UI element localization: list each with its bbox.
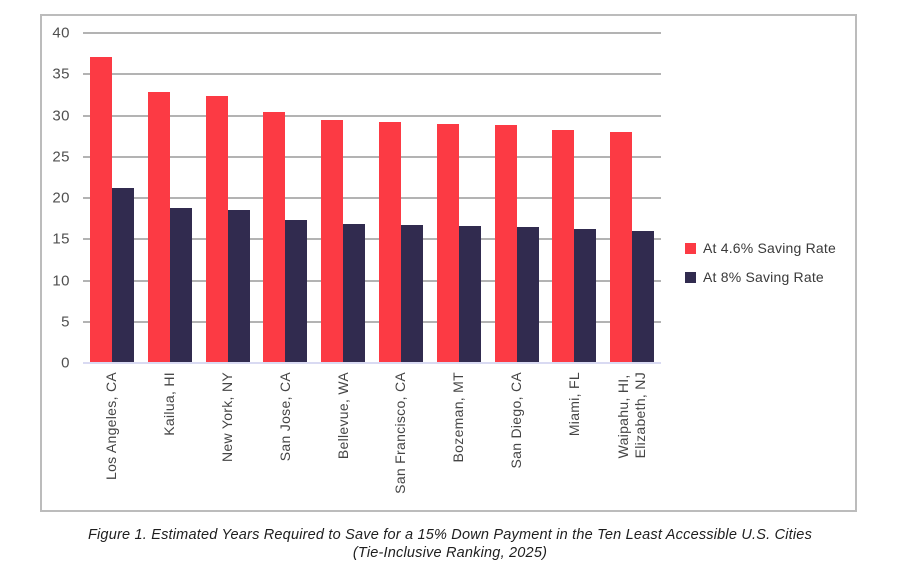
x-axis-label-group: San Francisco, CA (372, 372, 430, 517)
bar-8pct-rate (227, 210, 250, 363)
gridline (83, 32, 661, 34)
y-axis-tick-label: 0 (61, 354, 70, 372)
bar-4-6pct-rate (436, 123, 459, 363)
bar-4-6pct-rate (321, 119, 344, 363)
x-axis-label-group: San Diego, CA (488, 372, 546, 517)
x-axis-category-label: Miami, FL (565, 372, 582, 437)
gridline (83, 279, 661, 282)
bar-8pct-rate (169, 207, 192, 363)
bar-4-6pct-rate (378, 122, 401, 363)
caption-line-1: Figure 1. Estimated Years Required to Sa… (87, 527, 813, 543)
x-axis-line (83, 362, 661, 364)
legend: At 4.6% Saving Rate At 8% Saving Rate (685, 240, 836, 298)
bar-4-6pct-rate (552, 129, 575, 363)
x-axis-category-label: Bellevue, WA (334, 372, 351, 460)
gridline (83, 238, 661, 241)
x-axis-label-group: Waipahu, HI, Elizabeth, NJ (603, 372, 661, 517)
x-axis-category-label: Kailua, HI (161, 372, 178, 436)
bar-8pct-rate (285, 220, 308, 363)
x-axis-category-label: Bozeman, MT (450, 372, 467, 463)
x-axis-label-group: New York, NY (199, 372, 257, 517)
x-axis-category-label: Los Angeles, CA (103, 372, 120, 481)
y-axis-tick-label: 40 (52, 24, 70, 42)
bar-8pct-rate (111, 188, 134, 363)
x-axis-category-label: San Jose, CA (276, 372, 293, 462)
x-axis-category-label: San Francisco, CA (392, 372, 409, 494)
bar-4-6pct-rate (610, 132, 633, 363)
legend-label: At 8% Saving Rate (703, 269, 824, 285)
legend-swatch-navy (685, 271, 696, 283)
gridline (83, 155, 661, 158)
y-axis-tick-label: 25 (52, 148, 70, 166)
bar-4-6pct-rate (205, 95, 228, 363)
bar-8pct-rate (632, 231, 655, 363)
gridline (83, 73, 661, 76)
x-axis-label-group: Bellevue, WA (314, 372, 372, 517)
y-axis-tick-label: 35 (52, 65, 70, 83)
x-axis-label-group: Kailua, HI (141, 372, 199, 517)
x-axis-category-label: San Diego, CA (507, 372, 524, 469)
bar-8pct-rate (574, 229, 597, 363)
x-axis-label-group: Los Angeles, CA (83, 372, 141, 517)
legend-item-8pct: At 8% Saving Rate (685, 269, 836, 285)
bar-4-6pct-rate (263, 112, 286, 363)
figure-caption: Figure 1. Estimated Years Required to Sa… (0, 526, 900, 562)
x-axis-category-label: Waipahu, HI, Elizabeth, NJ (615, 372, 649, 459)
x-axis-label-group: Miami, FL (545, 372, 603, 517)
x-axis-category-label: New York, NY (218, 372, 235, 462)
bar-8pct-rate (343, 223, 366, 363)
bar-8pct-rate (516, 226, 539, 363)
gridline (83, 320, 661, 323)
bar-4-6pct-rate (494, 125, 517, 363)
legend-item-4-6pct: At 4.6% Saving Rate (685, 240, 836, 256)
y-axis-tick-label: 15 (52, 230, 70, 248)
x-axis-label-group: San Jose, CA (256, 372, 314, 517)
x-axis-label-group: Bozeman, MT (430, 372, 488, 517)
bar-4-6pct-rate (89, 56, 112, 363)
y-axis-tick-label: 30 (52, 107, 70, 124)
legend-swatch-red (685, 242, 696, 254)
y-axis-tick-label: 20 (52, 189, 70, 207)
y-axis-tick-label: 10 (52, 272, 70, 289)
caption-line-2: (Tie-Inclusive Ranking, 2025) (352, 545, 548, 561)
bar-4-6pct-rate (147, 92, 170, 363)
bar-8pct-rate (458, 226, 481, 363)
legend-label: At 4.6% Saving Rate (703, 240, 836, 256)
bar-8pct-rate (400, 225, 423, 363)
gridline (83, 114, 661, 117)
y-axis-tick-label: 5 (61, 313, 70, 331)
gridline (83, 197, 661, 199)
